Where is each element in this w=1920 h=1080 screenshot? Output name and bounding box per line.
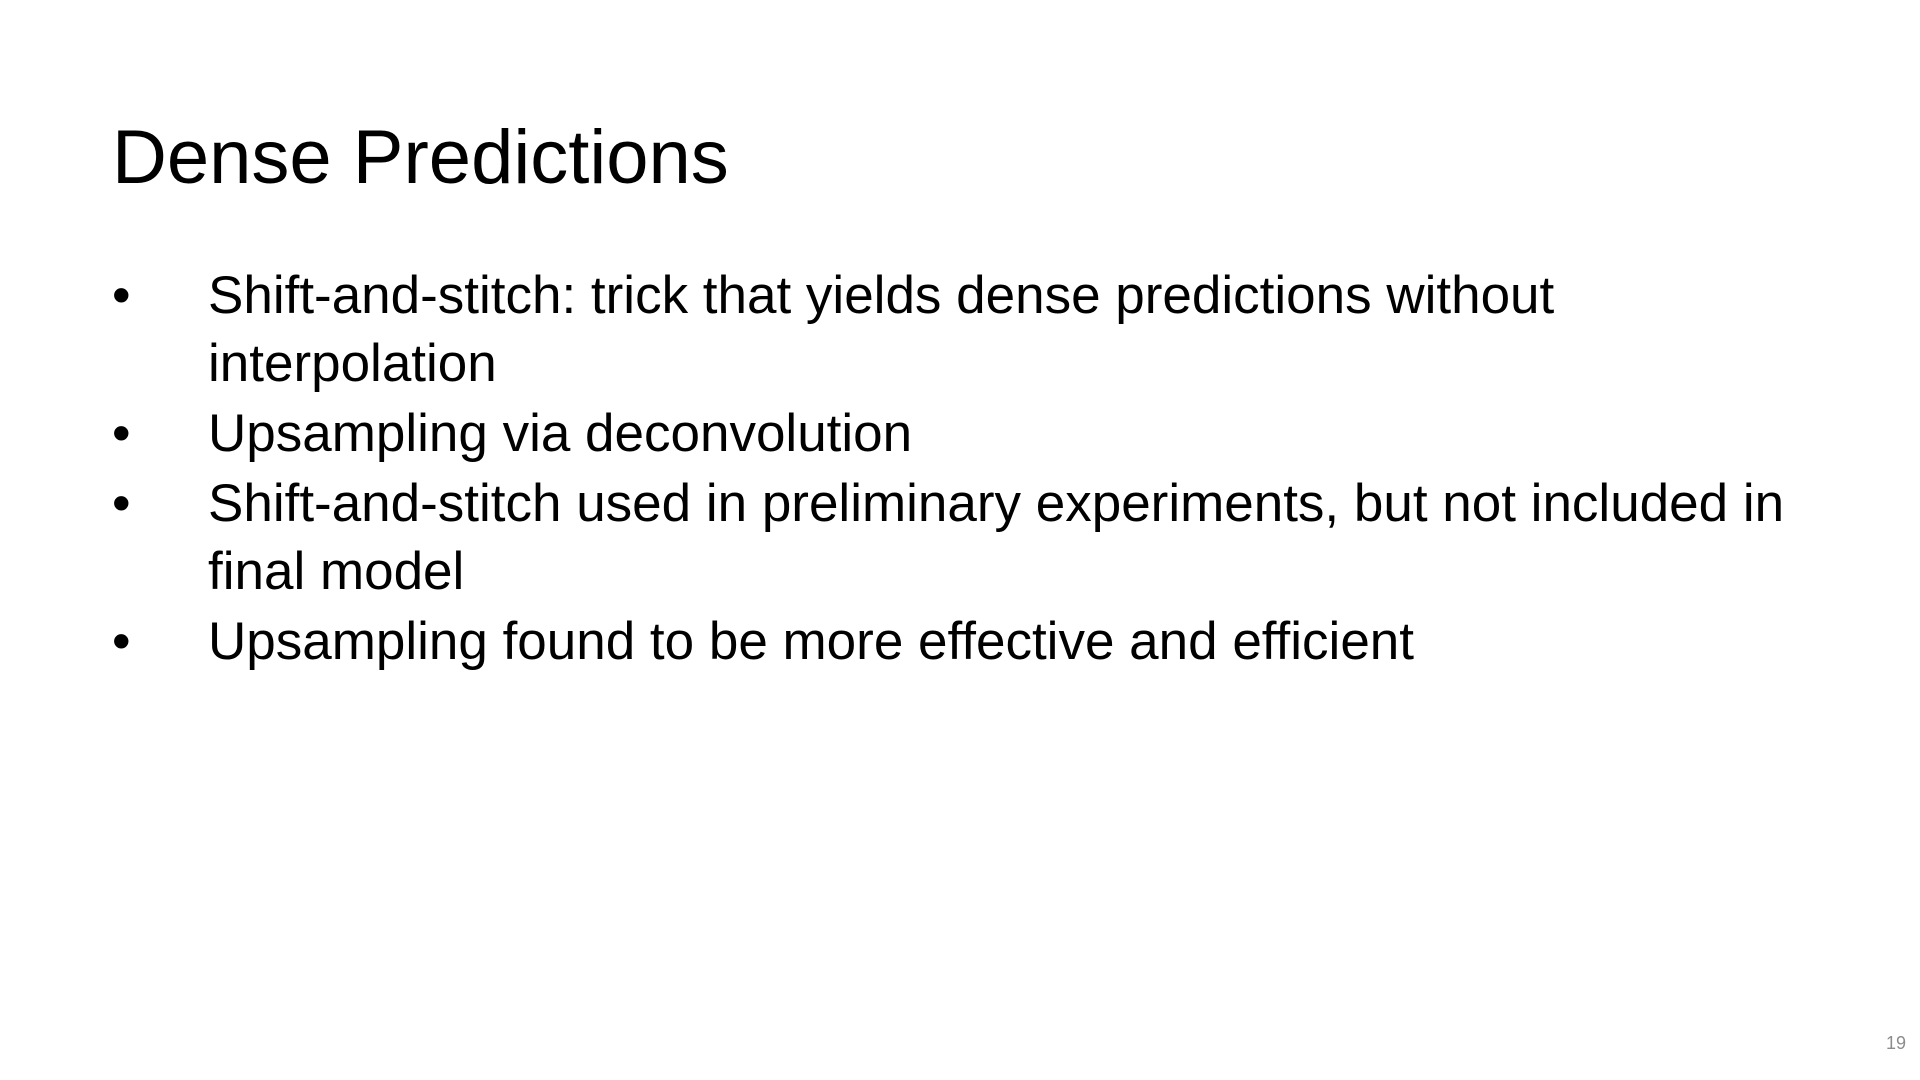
- bullet-marker: •: [112, 266, 131, 325]
- bullet-text: Upsampling found to be more effective an…: [208, 612, 1415, 671]
- bullet-marker: •: [112, 404, 131, 463]
- bullet-text: Upsampling via deconvolution: [208, 404, 913, 463]
- bullet-item: • Upsampling found to be more effective …: [112, 608, 1812, 676]
- bullet-marker: •: [112, 474, 131, 533]
- bullet-list: • Shift-and-stitch: trick that yields de…: [112, 262, 1812, 678]
- bullet-item: • Upsampling via deconvolution: [112, 400, 1812, 468]
- bullet-text: Shift-and-stitch used in preliminary exp…: [208, 474, 1785, 601]
- bullet-text: Shift-and-stitch: trick that yields dens…: [208, 266, 1555, 393]
- page-number: 19: [1885, 1033, 1906, 1053]
- bullet-item: • Shift-and-stitch used in preliminary e…: [112, 470, 1812, 606]
- slide-title: Dense Predictions: [112, 115, 729, 200]
- bullet-marker: •: [112, 612, 131, 671]
- bullet-item: • Shift-and-stitch: trick that yields de…: [112, 262, 1812, 398]
